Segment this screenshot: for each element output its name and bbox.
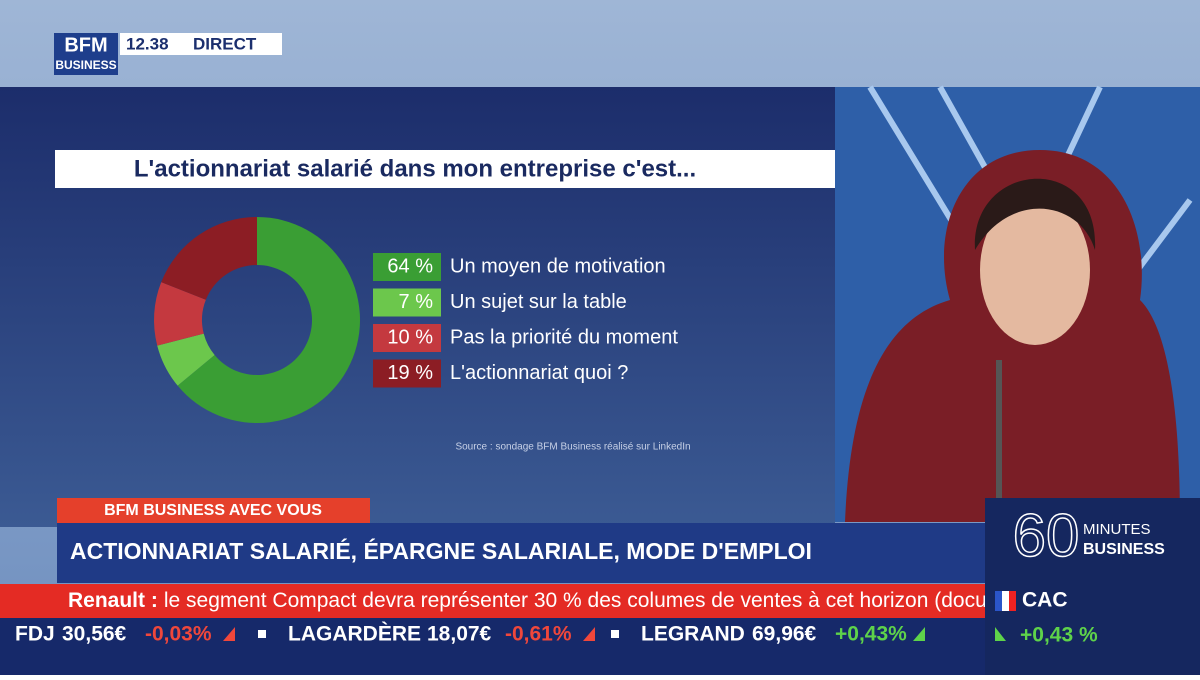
legend-label: Un moyen de motivation: [450, 255, 666, 277]
legend-swatch: [373, 288, 441, 317]
value-label: 19 %: [387, 362, 433, 384]
live-label: DIRECT: [193, 34, 257, 53]
ticker-name: LEGRAND: [641, 623, 745, 646]
flag-red: [1009, 591, 1016, 611]
tag: BFM BUSINESS AVEC VOUS: [104, 502, 322, 519]
ticker-change: +0,43%: [835, 623, 907, 646]
ticker-box: [0, 618, 985, 675]
index-name: CAC: [1022, 589, 1068, 612]
donut-slice: [161, 217, 257, 300]
ticker-change: -0,61%: [505, 623, 572, 646]
ticker-arrow: [583, 627, 595, 641]
donut: [154, 217, 360, 423]
source: Source : sondage BFM Business réalisé su…: [455, 442, 690, 453]
time: 12.38: [126, 34, 169, 53]
ticker-name: LAGARDÈRE: [288, 623, 421, 646]
ticker-price: 30,56€: [62, 623, 127, 646]
headline: ACTIONNARIAT SALARIÉ, ÉPARGNE SALARIALE,…: [70, 537, 812, 564]
ticker-arrow: [223, 627, 235, 641]
legend-label: L'actionnariat quoi ?: [450, 362, 628, 384]
news-company: Renault :: [68, 589, 158, 612]
presenter-face: [980, 195, 1090, 345]
value-label: 7 %: [399, 291, 434, 313]
ticker: FDJ 30,56€ -0,03% LAGARDÈRE 18,07€ -0,61% LEGR…: [15, 623, 925, 646]
show-line2: BUSINESS: [1083, 541, 1165, 558]
show-line1: MINUTES: [1083, 521, 1151, 538]
legend-swatch: [373, 324, 441, 352]
ticker-price: 18,07€: [427, 623, 492, 646]
value-label: 64 %: [387, 255, 433, 277]
ticker-name: FDJ: [15, 623, 55, 646]
donut-slice: [177, 217, 360, 423]
value-label: 10 %: [387, 326, 433, 348]
legend-swatch: [373, 359, 441, 388]
presenter-hair: [974, 178, 1096, 250]
legend-label: Un sujet sur la table: [450, 291, 627, 313]
show-number: 60: [1013, 502, 1080, 569]
headline-box: [57, 523, 985, 583]
logo: [54, 33, 118, 75]
legend-label: Pas la priorité du moment: [450, 326, 678, 348]
index-arrow: [995, 627, 1006, 641]
index-change: +0,43 %: [1020, 624, 1098, 647]
live-box: [120, 33, 282, 55]
legend: 64 % Un moyen de motivation 7 % Un sujet su…: [373, 253, 678, 388]
news-box: [0, 584, 985, 618]
ticker-separator: [258, 630, 266, 638]
ticker-change: -0,03%: [145, 623, 212, 646]
logo-top: BFM: [64, 34, 107, 56]
title-bar: [55, 150, 835, 188]
news-line: Renault : le segment Compact devra représ…: [68, 589, 1046, 612]
ticker-separator: [611, 630, 619, 638]
donut-slice: [154, 282, 206, 346]
flag-blue: [995, 591, 1002, 611]
chart-title: L'actionnariat salarié dans mon entrepri…: [134, 155, 696, 182]
donut-slice: [157, 333, 215, 386]
logo-bottom: BUSINESS: [55, 58, 116, 72]
show-box: [985, 498, 1200, 675]
ticker-arrow: [913, 627, 925, 641]
microphone: [996, 360, 1002, 520]
legend-swatch: [373, 253, 441, 281]
news-text: le segment Compact devra représenter 30 …: [164, 589, 1046, 612]
ticker-price: 69,96€: [752, 623, 817, 646]
flag-white: [1002, 591, 1009, 611]
tag-box: [57, 498, 370, 523]
